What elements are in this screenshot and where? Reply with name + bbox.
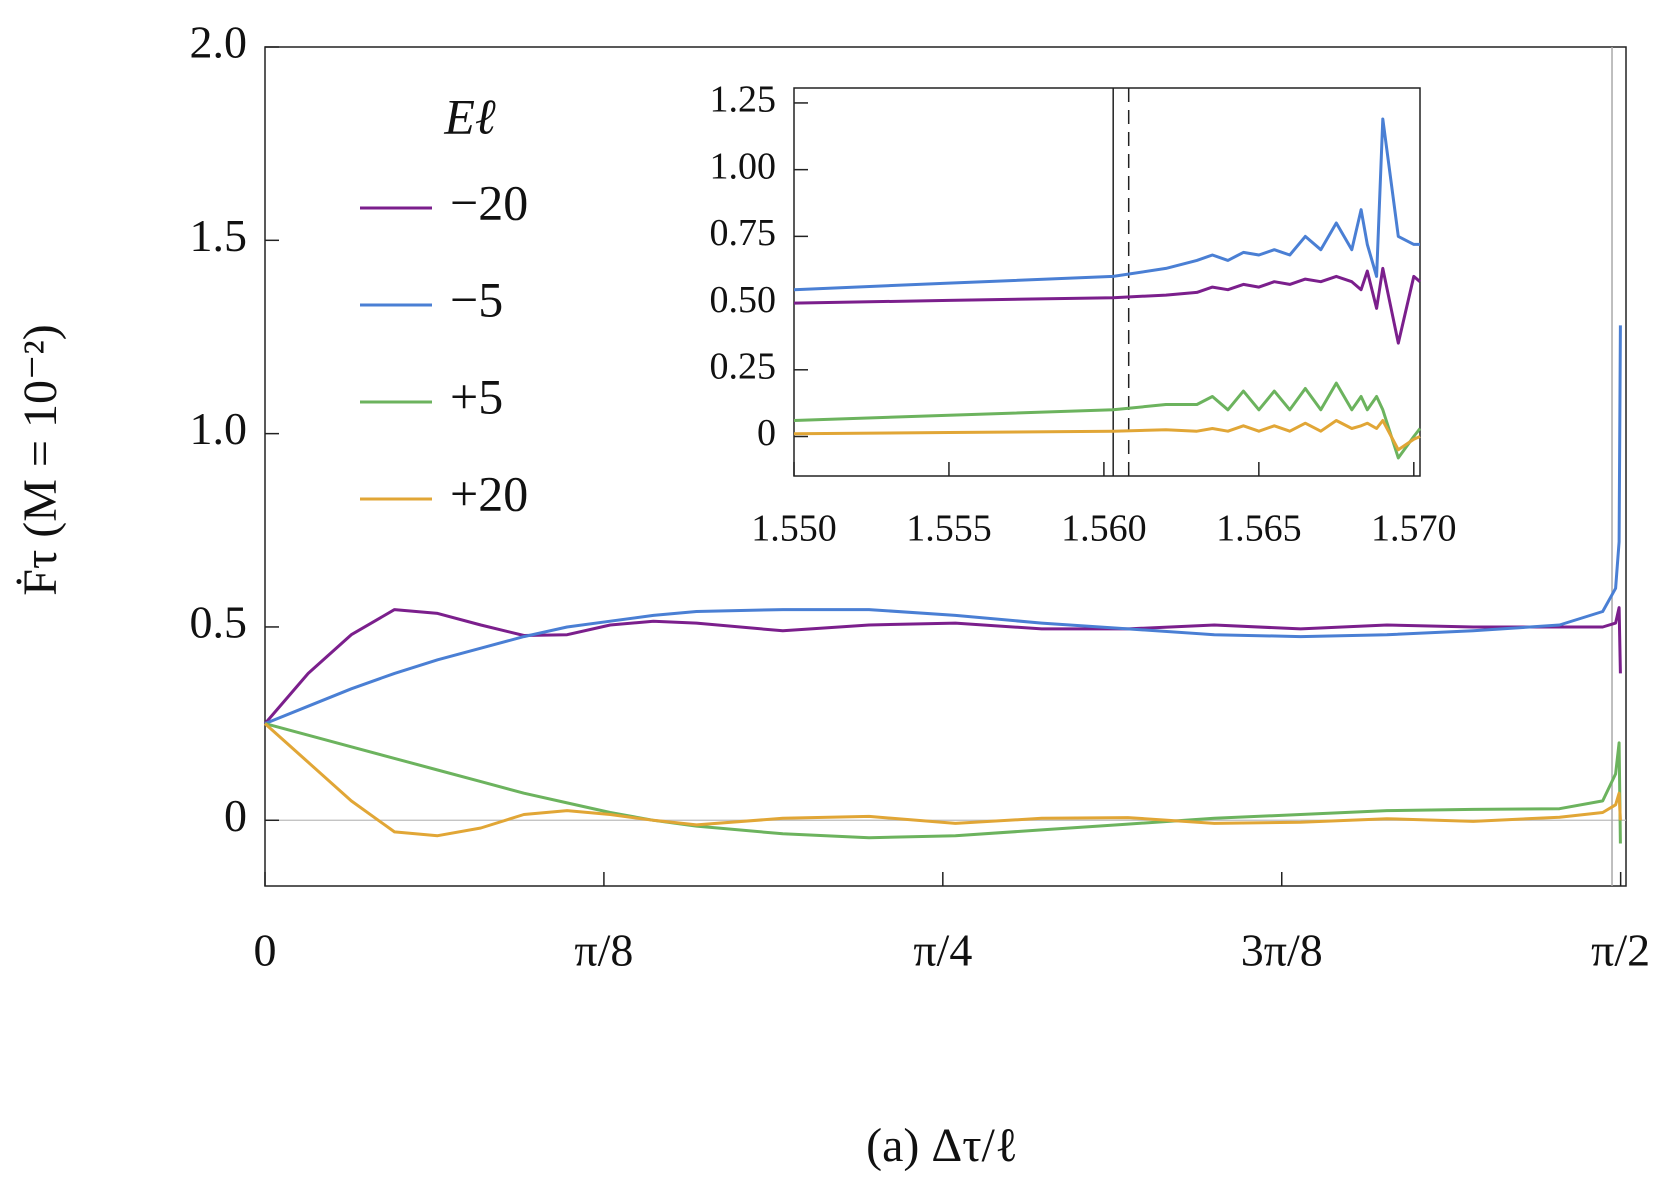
- series-line: [793, 419, 1421, 452]
- series-line: [263, 606, 1622, 725]
- series-line: [264, 325, 1622, 725]
- series-line: [793, 266, 1421, 345]
- legend-label: −20: [450, 174, 528, 230]
- y-tick-label: 1.00: [710, 145, 777, 187]
- y-tick-label: 0: [757, 412, 776, 454]
- series-line: [793, 117, 1420, 292]
- x-tick-label: 1.550: [751, 508, 837, 550]
- x-tick-label: π/2: [1591, 925, 1650, 976]
- y-tick-label: 1.0: [190, 403, 248, 454]
- x-tick-label: π/4: [913, 925, 972, 976]
- y-tick-label: 1.25: [710, 79, 777, 121]
- legend-label: +20: [450, 465, 528, 521]
- legend-label: −5: [450, 271, 503, 327]
- y-tick-label: 0: [224, 790, 247, 841]
- x-tick-label: 1.565: [1216, 508, 1302, 550]
- x-tick-label: 0: [254, 925, 277, 976]
- series-line: [793, 381, 1422, 460]
- x-tick-label: 1.555: [906, 508, 992, 550]
- y-axis-label: Ḟτ (M = 10⁻²): [14, 324, 67, 595]
- y-tick-label: 0.50: [710, 279, 777, 321]
- y-tick-label: 0.25: [710, 346, 777, 388]
- legend-title: Eℓ: [443, 88, 496, 144]
- x-tick-label: π/8: [574, 925, 633, 976]
- y-tick-label: 0.5: [190, 597, 248, 648]
- series-line: [263, 722, 1622, 838]
- x-axis-label: (a) Δτ/ℓ: [866, 1119, 1018, 1172]
- legend-label: +5: [450, 368, 503, 424]
- series-line: [264, 722, 1622, 844]
- x-tick-label: 1.560: [1061, 508, 1147, 550]
- y-tick-label: 0.75: [710, 212, 777, 254]
- y-tick-label: 1.5: [190, 210, 248, 261]
- x-tick-label: 3π/8: [1241, 925, 1323, 976]
- y-tick-label: 2.0: [190, 17, 248, 68]
- x-tick-label: 1.570: [1371, 508, 1457, 550]
